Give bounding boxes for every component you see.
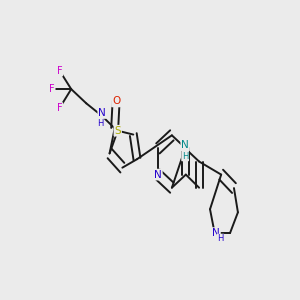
Text: O: O [112, 96, 120, 106]
Text: N: N [212, 228, 220, 238]
Text: N: N [181, 140, 189, 150]
Text: F: F [49, 84, 55, 94]
Text: H: H [97, 119, 103, 128]
Text: N: N [154, 169, 162, 180]
Text: H: H [182, 152, 188, 160]
Text: F: F [57, 66, 62, 76]
Text: S: S [114, 126, 121, 136]
Text: F: F [57, 103, 62, 113]
Text: H: H [217, 234, 224, 243]
Text: N: N [98, 108, 106, 118]
